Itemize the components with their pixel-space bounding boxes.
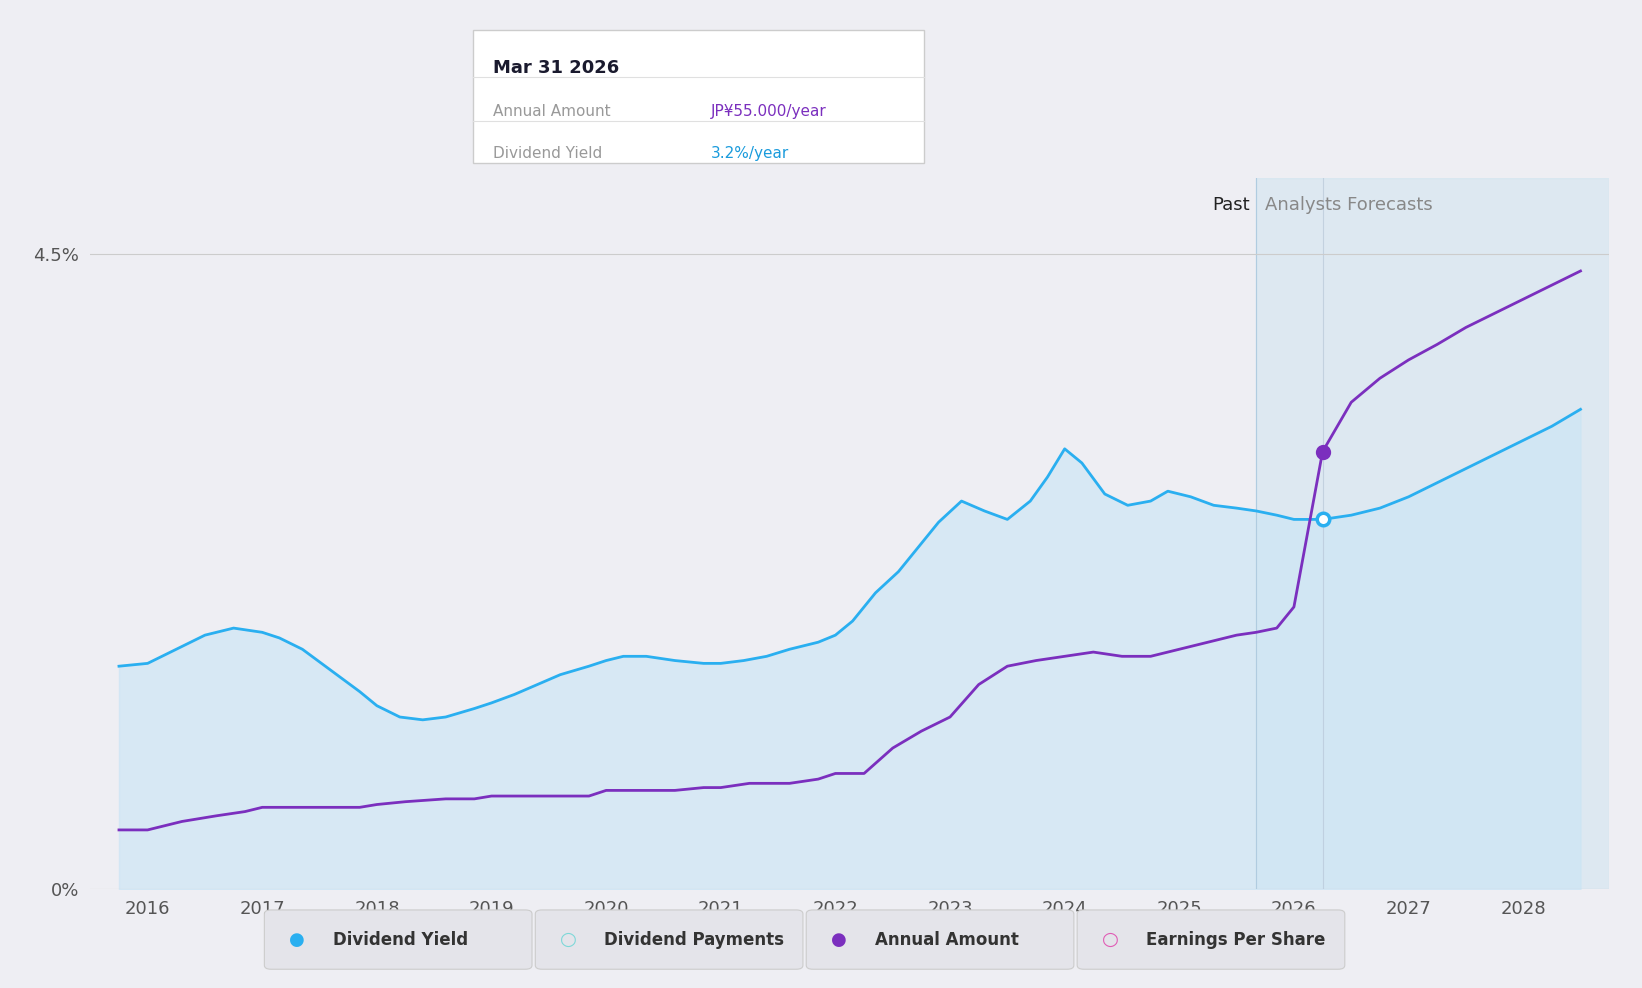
Text: Dividend Yield: Dividend Yield xyxy=(493,146,603,161)
Text: Annual Amount: Annual Amount xyxy=(493,104,611,119)
Text: 3.2%/year: 3.2%/year xyxy=(711,146,790,161)
Text: Past: Past xyxy=(1213,196,1250,213)
Text: Dividend Payments: Dividend Payments xyxy=(604,931,785,948)
Text: ●: ● xyxy=(289,931,305,948)
Text: Annual Amount: Annual Amount xyxy=(875,931,1020,948)
Text: JP¥55.000/year: JP¥55.000/year xyxy=(711,104,826,119)
Text: ○: ○ xyxy=(560,930,576,949)
Bar xyxy=(1256,178,1609,889)
Text: Earnings Per Share: Earnings Per Share xyxy=(1146,931,1325,948)
Text: ●: ● xyxy=(831,931,847,948)
Text: Analysts Forecasts: Analysts Forecasts xyxy=(1266,196,1433,213)
Text: Dividend Yield: Dividend Yield xyxy=(333,931,468,948)
Text: Mar 31 2026: Mar 31 2026 xyxy=(493,59,619,77)
Text: ○: ○ xyxy=(1102,930,1118,949)
